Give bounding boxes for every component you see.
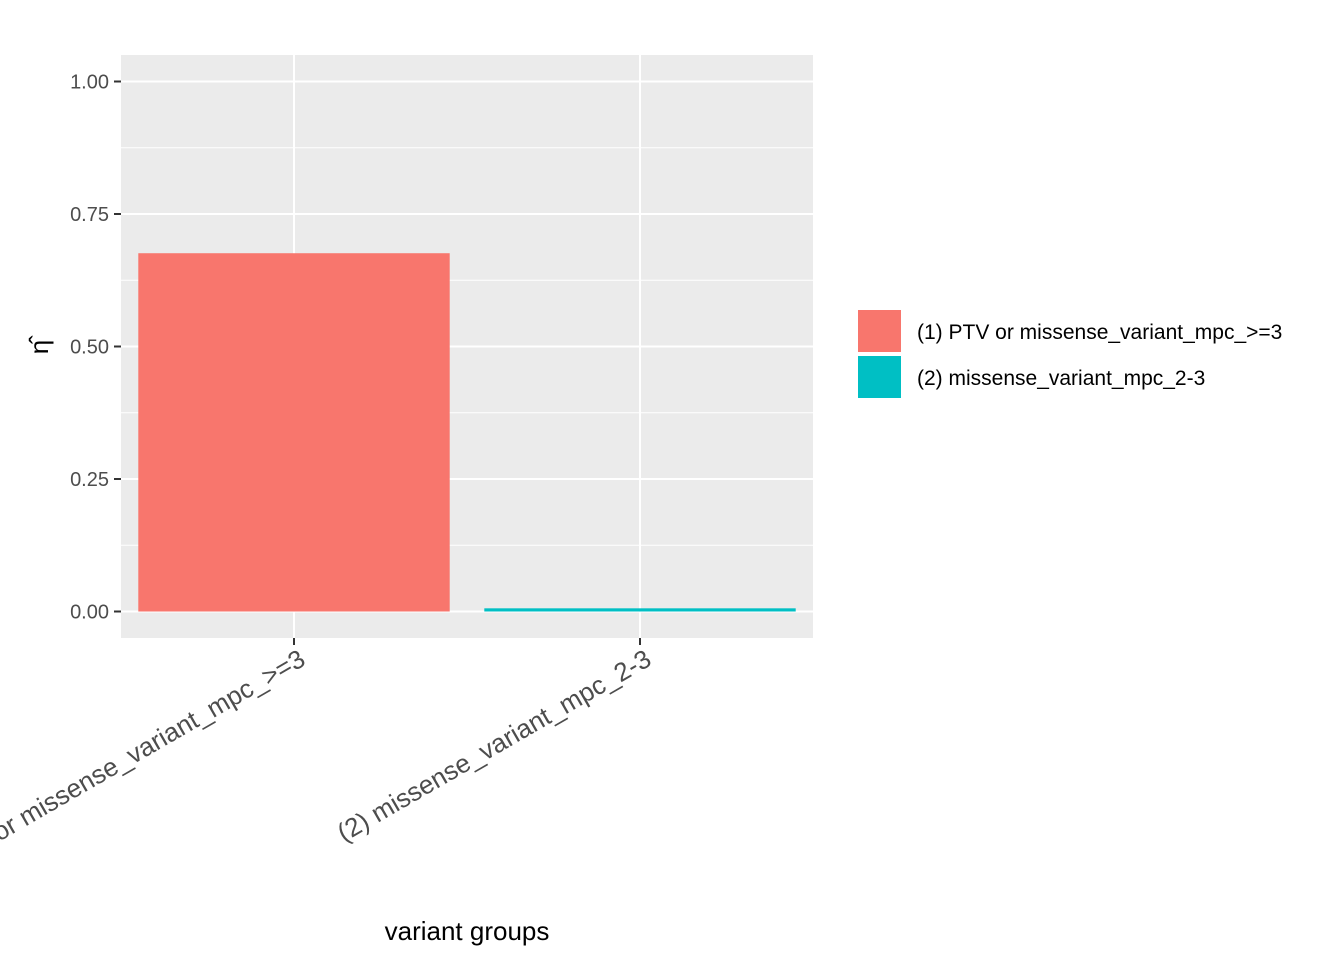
x-axis-title: variant groups bbox=[385, 916, 550, 946]
y-tick-label: 0.25 bbox=[70, 469, 109, 491]
y-tick-label: 0.75 bbox=[70, 204, 109, 226]
y-axis: 0.00 0.25 0.50 0.75 1.00 bbox=[70, 72, 121, 624]
x-tick-label: (2) missense_variant_mpc_2-3 bbox=[332, 643, 656, 847]
legend-label: (1) PTV or missense_variant_mpc_>=3 bbox=[917, 321, 1282, 344]
x-tick-label: (1) PTV or missense_variant_mpc_>=3 bbox=[0, 643, 310, 895]
legend-key bbox=[858, 356, 901, 398]
x-axis: (1) PTV or missense_variant_mpc_>=3(2) m… bbox=[0, 638, 656, 895]
y-tick-label: 0.00 bbox=[70, 602, 109, 624]
legend: (1) PTV or missense_variant_mpc_>=3 (2) m… bbox=[858, 310, 1282, 398]
y-axis-title: η̂ bbox=[24, 335, 54, 354]
y-tick-label: 1.00 bbox=[70, 72, 109, 94]
legend-key bbox=[858, 310, 901, 352]
bar bbox=[484, 608, 796, 612]
bar bbox=[138, 253, 450, 612]
bars bbox=[138, 253, 796, 612]
legend-label: (2) missense_variant_mpc_2-3 bbox=[917, 367, 1205, 390]
y-tick-label: 0.50 bbox=[70, 337, 109, 359]
